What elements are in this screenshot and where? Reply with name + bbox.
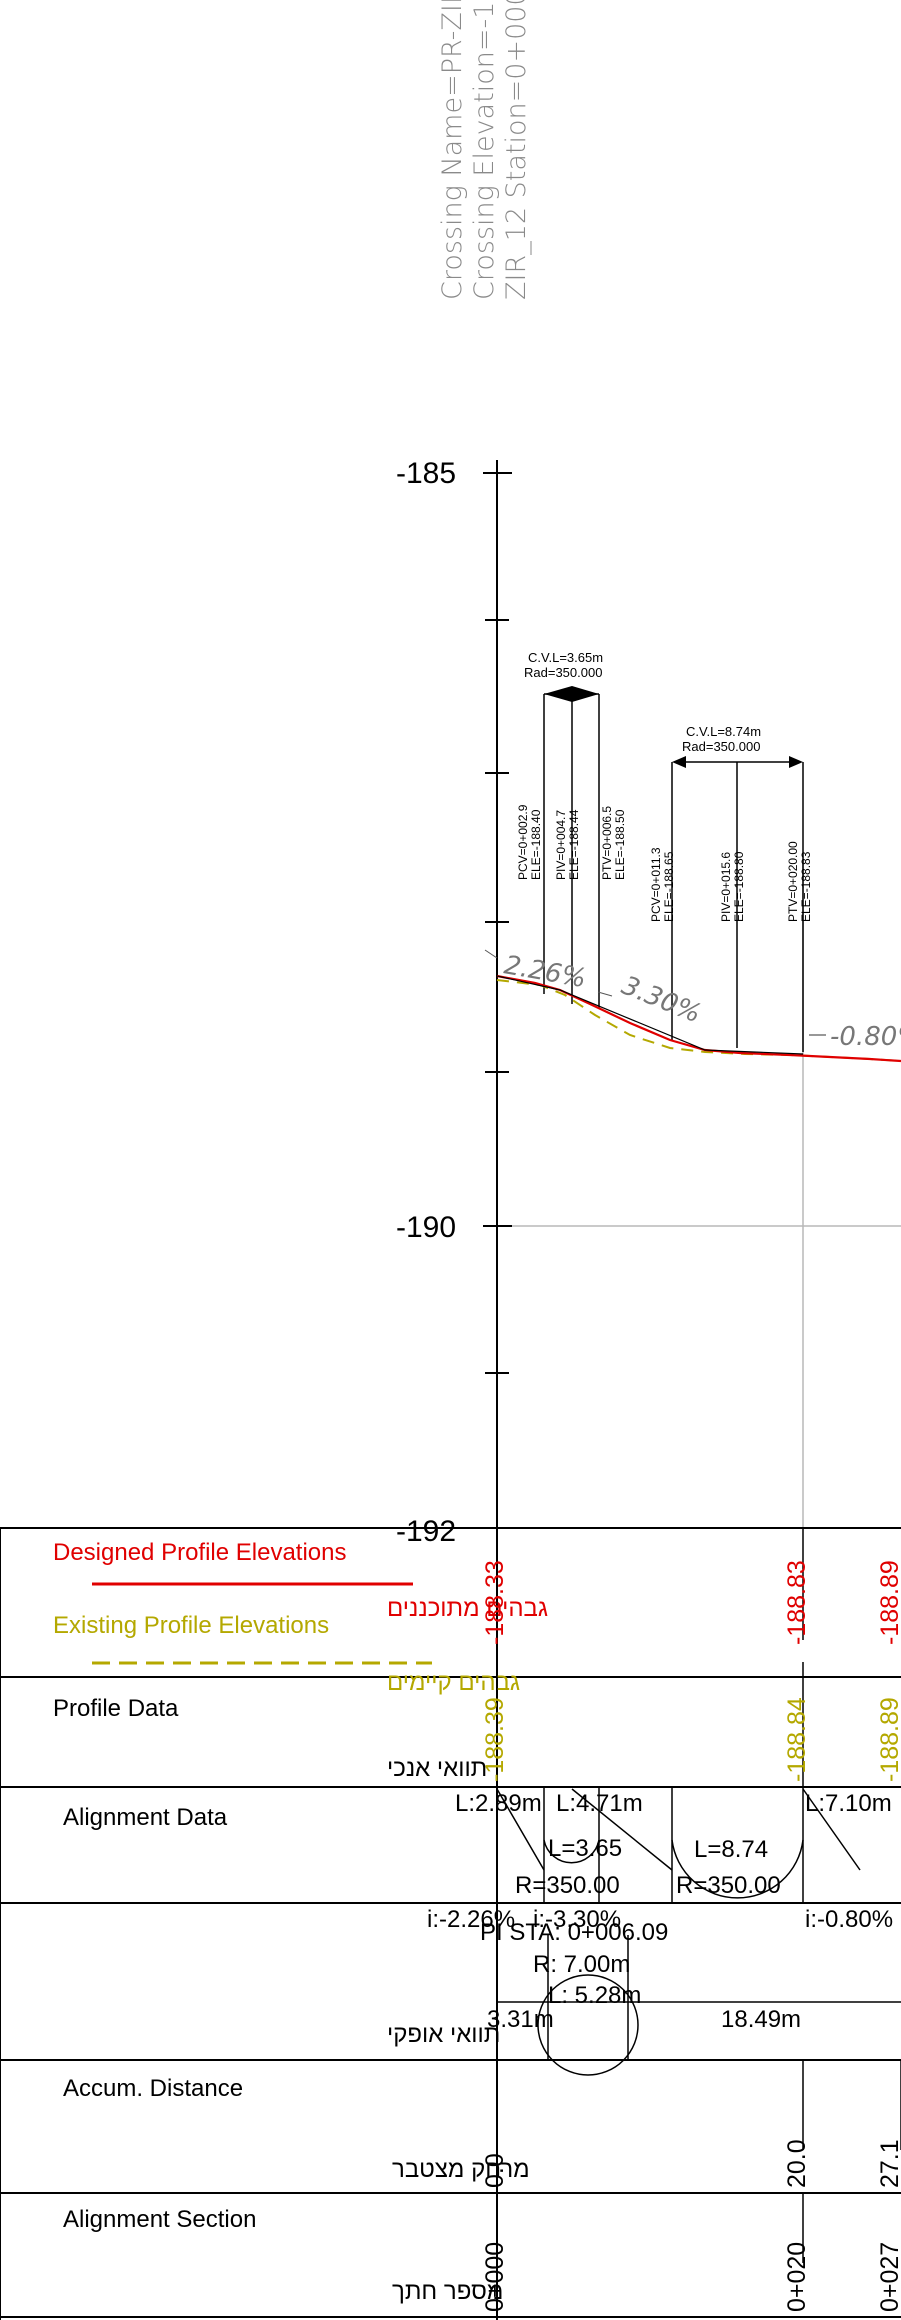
profile-length-1: L:2.89m: [455, 1790, 542, 1817]
grade-line: [496, 975, 804, 1055]
pcv-2-sta: PCV=0+011.3: [649, 847, 663, 922]
pcv-1-sta: PCV=0+002.9: [516, 804, 530, 880]
axis-label: -185: [396, 457, 456, 490]
crossing-name: Crossing Name=PR-ZIR_1: [437, 0, 468, 300]
existing-value: -188.39: [481, 1697, 509, 1782]
curve-1-length: L=3.65: [548, 1835, 622, 1862]
piv-1-ele: ELE=-188.44: [567, 809, 581, 880]
piv-2-ele: ELE=-188.80: [732, 851, 746, 922]
axis-labels: -185 -190 -192: [396, 457, 456, 1548]
curve-2-arrow-left: [672, 756, 686, 768]
alignment-data-graphics: [497, 1935, 901, 2076]
curve-1-marker: [544, 686, 599, 702]
pcv-2-ele: ELE=-188.65: [662, 851, 676, 922]
table-row-titles: Designed Profile Elevations גבהים מתוכננ…: [53, 1539, 548, 2305]
grade-label-3: -0.80%: [830, 1022, 901, 1052]
distance-value: 0.0: [481, 2153, 509, 2188]
distance-value: 20.0: [783, 2139, 811, 2188]
row-subtitle-alignment: תוואי אופקי: [387, 2021, 500, 2048]
elevation-column-lines: [496, 1528, 804, 1787]
piv-1-sta: PIV=0+004.7: [554, 810, 568, 880]
profile-data-text: L:2.89m L:4.71m L:7.10m L=3.65 R=350.00 …: [427, 1790, 893, 1933]
row-title-designed: Designed Profile Elevations: [53, 1539, 347, 1566]
elevation-axis: [483, 460, 512, 2320]
designed-elevation-values: -188.33 -188.83 -188.89: [481, 1560, 901, 1645]
pi-station: PI STA: 0+006.09: [480, 1919, 668, 1946]
grade-3: i:-0.80%: [805, 1906, 893, 1933]
distance-value: 27.1: [876, 2139, 901, 2188]
piv-2-sta: PIV=0+015.6: [719, 852, 733, 922]
distance-values: 0.0 20.0 27.1: [481, 2139, 901, 2188]
section-value: 0+020: [783, 2242, 811, 2312]
grade-2: i:-3.30%: [533, 1906, 621, 1933]
existing-profile-line: [496, 979, 901, 1062]
row-title-existing: Existing Profile Elevations: [53, 1612, 329, 1639]
curve-1-point-labels: PCV=0+002.9 ELE=-188.40 PIV=0+004.7 ELE=…: [516, 804, 627, 880]
curve-1-rad: Rad=350.000: [524, 665, 602, 680]
section-values: 0+000 0+020 0+027: [481, 2242, 901, 2312]
curve-2-cvl: C.V.L=8.74m: [686, 724, 761, 739]
curve-2-length: L=8.74: [694, 1836, 768, 1863]
pcv-1-ele: ELE=-188.40: [529, 809, 543, 880]
axis-label: -190: [396, 1211, 456, 1244]
row-subtitle-designed: גבהים מתוכננים: [387, 1595, 548, 1622]
ptv-1-sta: PTV=0+006.5: [600, 806, 614, 880]
profile-length-3: L:7.10m: [805, 1790, 892, 1817]
alignment-data-text: PI STA: 0+006.09 R: 7.00m L: 5.28m 3.31m…: [480, 1919, 801, 2033]
row-subtitle-section: מספר חתך: [392, 2278, 503, 2305]
existing-value: -188.89: [876, 1697, 901, 1782]
profile-data-graphics: [496, 1787, 861, 1903]
curve-1-cvl: C.V.L=3.65m: [528, 650, 603, 665]
row-subtitle-distance: מרחק מצטבר: [392, 2156, 530, 2183]
grade-leader: [484, 949, 498, 959]
alignment-radius: R: 7.00m: [533, 1951, 630, 1978]
profile-length-2: L:4.71m: [556, 1790, 643, 1817]
curve-2-rad: Rad=350.000: [682, 739, 760, 754]
data-table-grid: [0, 1527, 901, 2320]
existing-value: -188.84: [783, 1697, 811, 1782]
row-title-alignment: Alignment Data: [63, 1804, 228, 1831]
designed-value: -188.83: [783, 1560, 811, 1645]
section-value: 0+027: [876, 2242, 901, 2312]
row-subtitle-profile: תוואי אנכי: [387, 1755, 487, 1782]
grade-leader: [597, 991, 613, 997]
section-value: 0+000: [481, 2242, 509, 2312]
existing-elevation-values: -188.39 -188.84 -188.89: [481, 1697, 901, 1782]
row-title-distance: Accum. Distance: [63, 2075, 243, 2102]
curve-2-arrow-right: [789, 756, 803, 768]
row-title-section: Alignment Section: [63, 2206, 256, 2233]
tangent-2: 18.49m: [721, 2006, 801, 2033]
tangent-1: 3.31m: [487, 2006, 554, 2033]
designed-value: -188.89: [876, 1560, 901, 1645]
crossing-elevation: Crossing Elevation=-188.330: [469, 0, 500, 300]
grade-1: i:-2.26%: [427, 1906, 515, 1933]
ptv-2-sta: PTV=0+020.00: [786, 841, 800, 922]
row-title-profile: Profile Data: [53, 1695, 179, 1722]
designed-value: -188.33: [481, 1560, 509, 1645]
crossing-header: Crossing Name=PR-ZIR_1 Crossing Elevatio…: [437, 0, 532, 300]
axis-label: -192: [396, 1515, 456, 1548]
ptv-2-ele: ELE=-188.83: [799, 851, 813, 922]
ptv-1-ele: ELE=-188.50: [613, 809, 627, 880]
vertical-curve-2: [671, 761, 804, 1052]
alignment-length: L: 5.28m: [548, 1982, 641, 2009]
curve-2-radius: R=350.00: [676, 1872, 781, 1899]
curve-1-radius: R=350.00: [515, 1872, 620, 1899]
row-subtitle-existing: גבהים קיימים: [387, 1669, 520, 1696]
curve-2-point-labels: PCV=0+011.3 ELE=-188.65 PIV=0+015.6 ELE=…: [649, 841, 813, 922]
station-label: ZIR_12 Station=0+000.00: [501, 0, 532, 300]
grade-label-2: 3.30%: [617, 971, 705, 1030]
distance-ticks: [802, 2060, 901, 2150]
